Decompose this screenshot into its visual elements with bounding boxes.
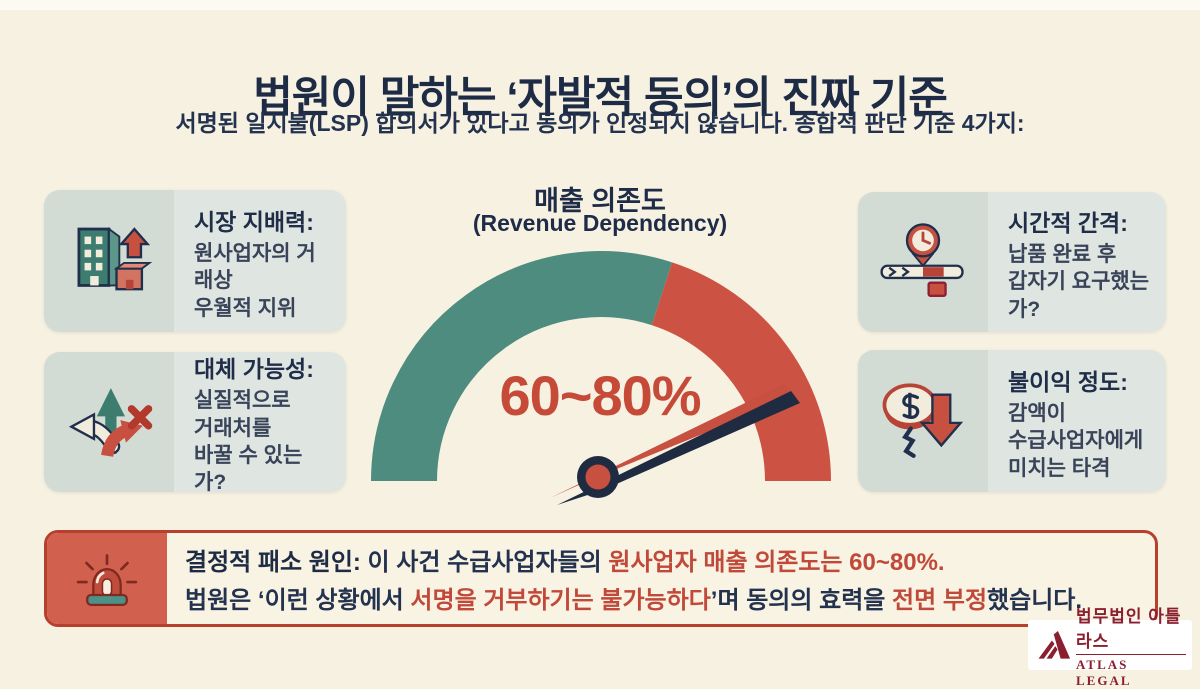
factor-title: 대체 가능성:	[194, 356, 314, 383]
gauge-needle	[550, 384, 800, 505]
fork-arrows-icon	[68, 388, 153, 458]
banner-line-2: 법원은 ‘이런 상황에서 서명을 거부하기는 불가능하다’며 동의의 효력을 전…	[185, 580, 1137, 615]
gauge-subtitle: (Revenue Dependency)	[472, 210, 728, 236]
factor-line: 거래처를	[194, 416, 272, 440]
banner-segment: 서명을 거부하기는 불가능하다	[410, 587, 711, 614]
banner-segment: 전면 부정	[892, 587, 988, 614]
factor-card-market-power: 시장 지배력: 원사업자의 거래상 우월적 지위	[44, 190, 346, 332]
logo-name-korean: 법무법인 아틀라스	[1076, 606, 1182, 651]
gauge-zone-low	[371, 251, 673, 482]
banner-segment: 이 사건 수급사업자들의	[360, 549, 609, 576]
gauge-zone-danger	[651, 262, 831, 482]
gauge-value-label: 60~80%	[499, 364, 701, 427]
logo-name-english: ATLAS LEGAL	[1076, 656, 1132, 688]
factor-card-substitutability: 대체 가능성: 실질적으로 거래처를 바꿀 수 있는가?	[44, 352, 346, 492]
coin-drop-icon	[882, 383, 964, 458]
banner-segment: 했습니다.	[987, 587, 1083, 614]
banner-line-1: 결정적 패소 원인: 이 사건 수급사업자들의 원사업자 매출 의존도는 60~…	[185, 542, 1137, 577]
factor-line: 납품 완료 후	[1008, 243, 1117, 267]
factor-card-time-gap: 시간적 간격: 납품 완료 후 갑자기 요구했는가?	[858, 192, 1166, 332]
factor-card-severity: 불이익 정도: 감액이 수급사업자에게 미치는 타격	[858, 350, 1166, 492]
factor-line: 원사업자의 거래상	[194, 242, 316, 293]
factor-line: 미치는 타격	[1008, 456, 1111, 480]
banner-segment: 법원은 ‘이런 상황에서	[185, 587, 411, 614]
building-up-arrow-icon	[77, 227, 153, 291]
factor-title: 시간적 간격:	[1008, 210, 1128, 237]
factor-title: 불이익 정도:	[1008, 369, 1128, 396]
page-subtitle: 서명된 일시불(LSP) 합의서가 있다고 동의가 인정되지 않습니다. 종합적…	[175, 110, 1025, 136]
factor-line: 실질적으로	[194, 389, 291, 413]
top-strip	[0, 0, 1200, 10]
banner-segment: 원사업자 매출 의존도는 60~80%.	[608, 549, 945, 576]
factor-line: 갑자기 요구했는가?	[1008, 270, 1150, 321]
atlas-legal-logo: 법무법인 아틀라스 ATLAS LEGAL	[1028, 607, 1192, 688]
factor-line: 수급사업자에게	[1008, 429, 1144, 453]
key-ruling-banner: 결정적 패소 원인: 이 사건 수급사업자들의 원사업자 매출 의존도는 60~…	[44, 530, 1158, 627]
logo-divider	[1076, 653, 1186, 655]
timeline-clock-icon	[880, 223, 964, 298]
factor-line: 바꿀 수 있는가?	[194, 444, 303, 492]
siren-alarm-icon	[76, 553, 138, 606]
page-title: 법원이 말하는 ‘자발적 동의’의 진짜 기준	[253, 73, 948, 122]
gauge-title: 매출 의존도	[534, 186, 666, 216]
banner-segment: 결정적 패소 원인:	[185, 549, 361, 576]
factor-line: 우월적 지위	[194, 296, 297, 320]
revenue-dependency-gauge	[371, 251, 831, 505]
factor-title: 시장 지배력:	[194, 209, 314, 236]
factor-line: 감액이	[1008, 402, 1066, 426]
banner-segment: ’며 동의의 효력을	[710, 587, 893, 614]
mountain-logo-icon	[1038, 630, 1071, 659]
